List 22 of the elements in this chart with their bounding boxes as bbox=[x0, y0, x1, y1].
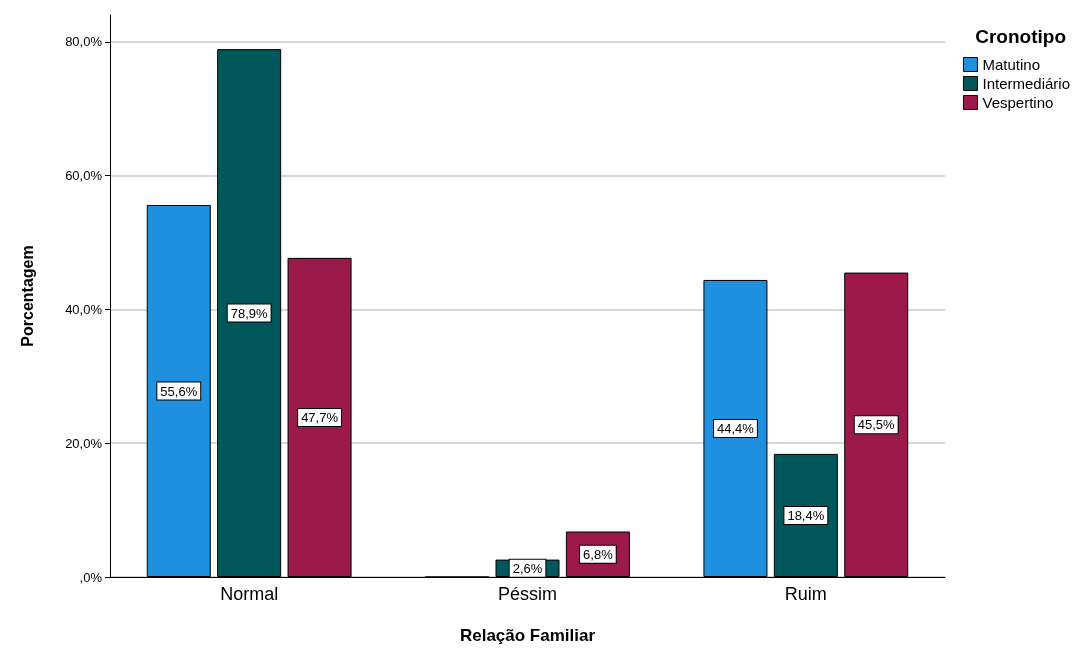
data-label: 6,8% bbox=[583, 546, 614, 562]
data-label: 55,6% bbox=[160, 383, 198, 399]
x-tick-label: Péssim bbox=[497, 584, 558, 604]
y-tick-label: 40,0% bbox=[65, 301, 103, 317]
legend-label: Vespertino bbox=[982, 94, 1054, 111]
data-label: 44,4% bbox=[717, 420, 755, 436]
y-tick-label: 80,0% bbox=[65, 34, 103, 50]
y-tick-label: ,0% bbox=[79, 569, 103, 585]
x-tick-label: Ruim bbox=[784, 584, 827, 604]
legend-label: Intermediário bbox=[982, 75, 1071, 92]
y-tick-label: 20,0% bbox=[65, 435, 103, 451]
y-axis-title: Porcentagem bbox=[18, 245, 36, 347]
x-tick-label: Normal bbox=[220, 584, 279, 604]
data-label: 47,7% bbox=[301, 409, 339, 425]
data-label: 2,6% bbox=[512, 560, 543, 576]
data-label: 18,4% bbox=[787, 507, 825, 523]
data-label: 45,5% bbox=[857, 417, 896, 433]
legend-label: Matutino bbox=[982, 56, 1041, 73]
y-tick-label: 60,0% bbox=[65, 168, 103, 184]
legend-title: Cronotipo bbox=[975, 26, 1067, 47]
data-label: 78,9% bbox=[230, 305, 269, 321]
x-axis-title: Relação Familiar bbox=[459, 626, 596, 645]
